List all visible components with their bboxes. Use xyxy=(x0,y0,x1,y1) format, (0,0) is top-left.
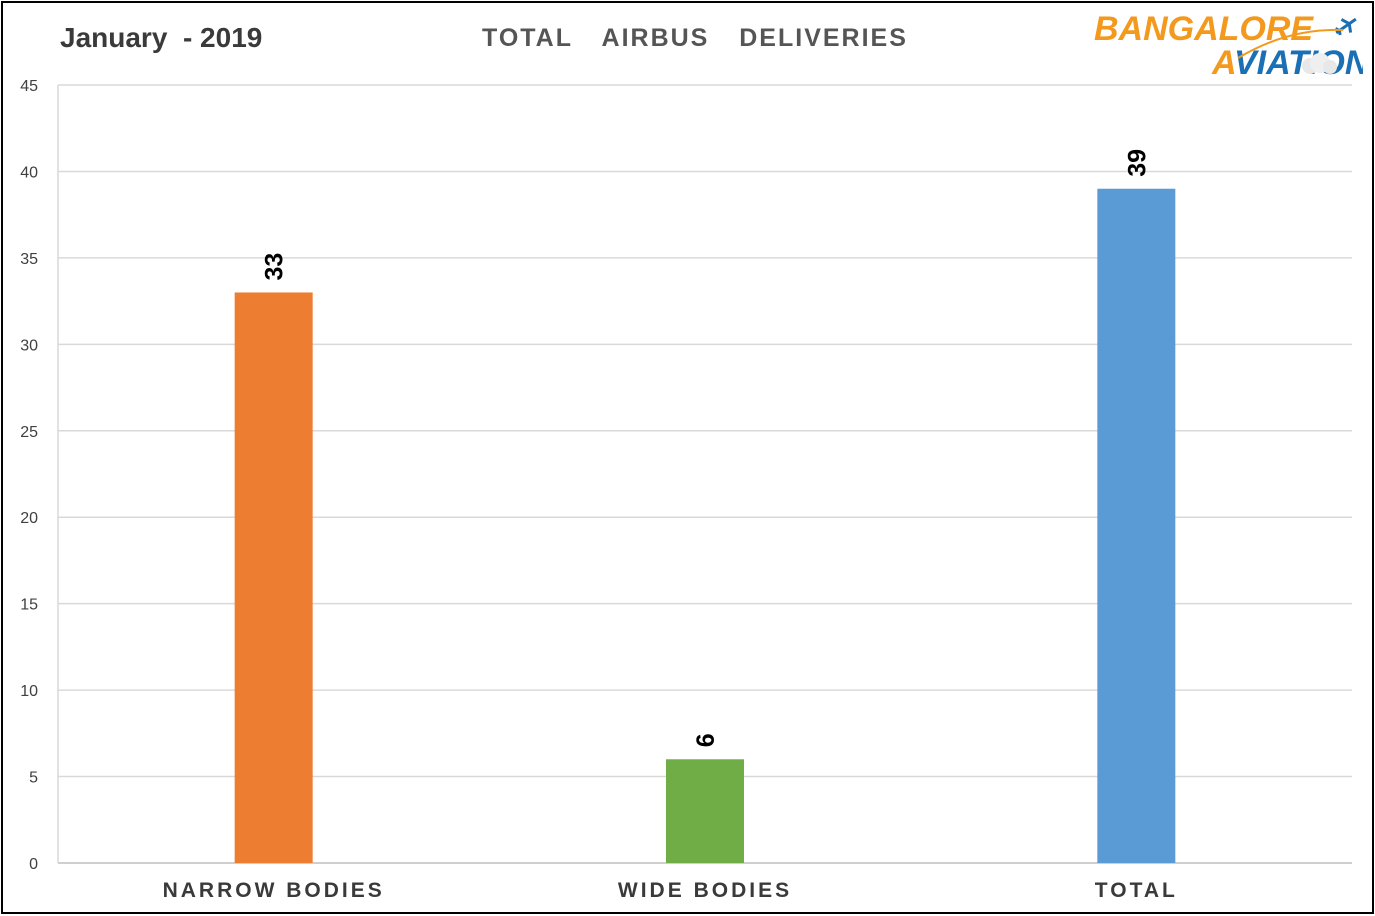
logo-line2: VIATION xyxy=(1234,44,1363,80)
swoosh-icon xyxy=(1237,28,1344,59)
bar xyxy=(666,759,744,863)
y-tick-label: 0 xyxy=(29,856,38,873)
logo-line1: BANGALORE xyxy=(1094,10,1314,48)
date-label: January - 2019 xyxy=(60,22,263,53)
y-tick-label: 10 xyxy=(20,683,38,700)
y-tick-label: 25 xyxy=(20,424,38,441)
bar xyxy=(234,292,313,863)
y-tick-label: 40 xyxy=(20,164,38,181)
y-tick-label: 15 xyxy=(20,597,38,614)
bar xyxy=(1097,188,1176,863)
x-axis-labels: NARROW BODIES WIDE BODIES TOTAL xyxy=(163,879,1178,902)
cloud-icon xyxy=(1302,53,1337,74)
bangalore-aviation-logo: BANGALORE A VIATION xyxy=(1094,10,1363,80)
x-tick-label: TOTAL xyxy=(1095,879,1178,902)
y-tick-label: 5 xyxy=(29,770,38,787)
data-label: 39 xyxy=(1123,149,1151,177)
y-tick-label: 45 xyxy=(20,78,38,95)
x-tick-label: WIDE BODIES xyxy=(618,879,792,902)
y-axis-ticks: 0 5 10 15 20 25 30 35 40 45 xyxy=(20,78,38,873)
data-label: 6 xyxy=(692,733,720,747)
logo-letter-a: A xyxy=(1211,44,1237,80)
data-label: 33 xyxy=(261,253,289,281)
bars xyxy=(234,188,1176,863)
y-tick-label: 35 xyxy=(20,251,38,268)
x-tick-label: NARROW BODIES xyxy=(163,879,385,902)
data-labels: 33 6 39 xyxy=(261,149,1152,747)
chart-title: TOTAL AIRBUS DELIVERIES xyxy=(482,24,908,52)
y-tick-label: 30 xyxy=(20,337,38,354)
y-tick-label: 20 xyxy=(20,510,38,527)
